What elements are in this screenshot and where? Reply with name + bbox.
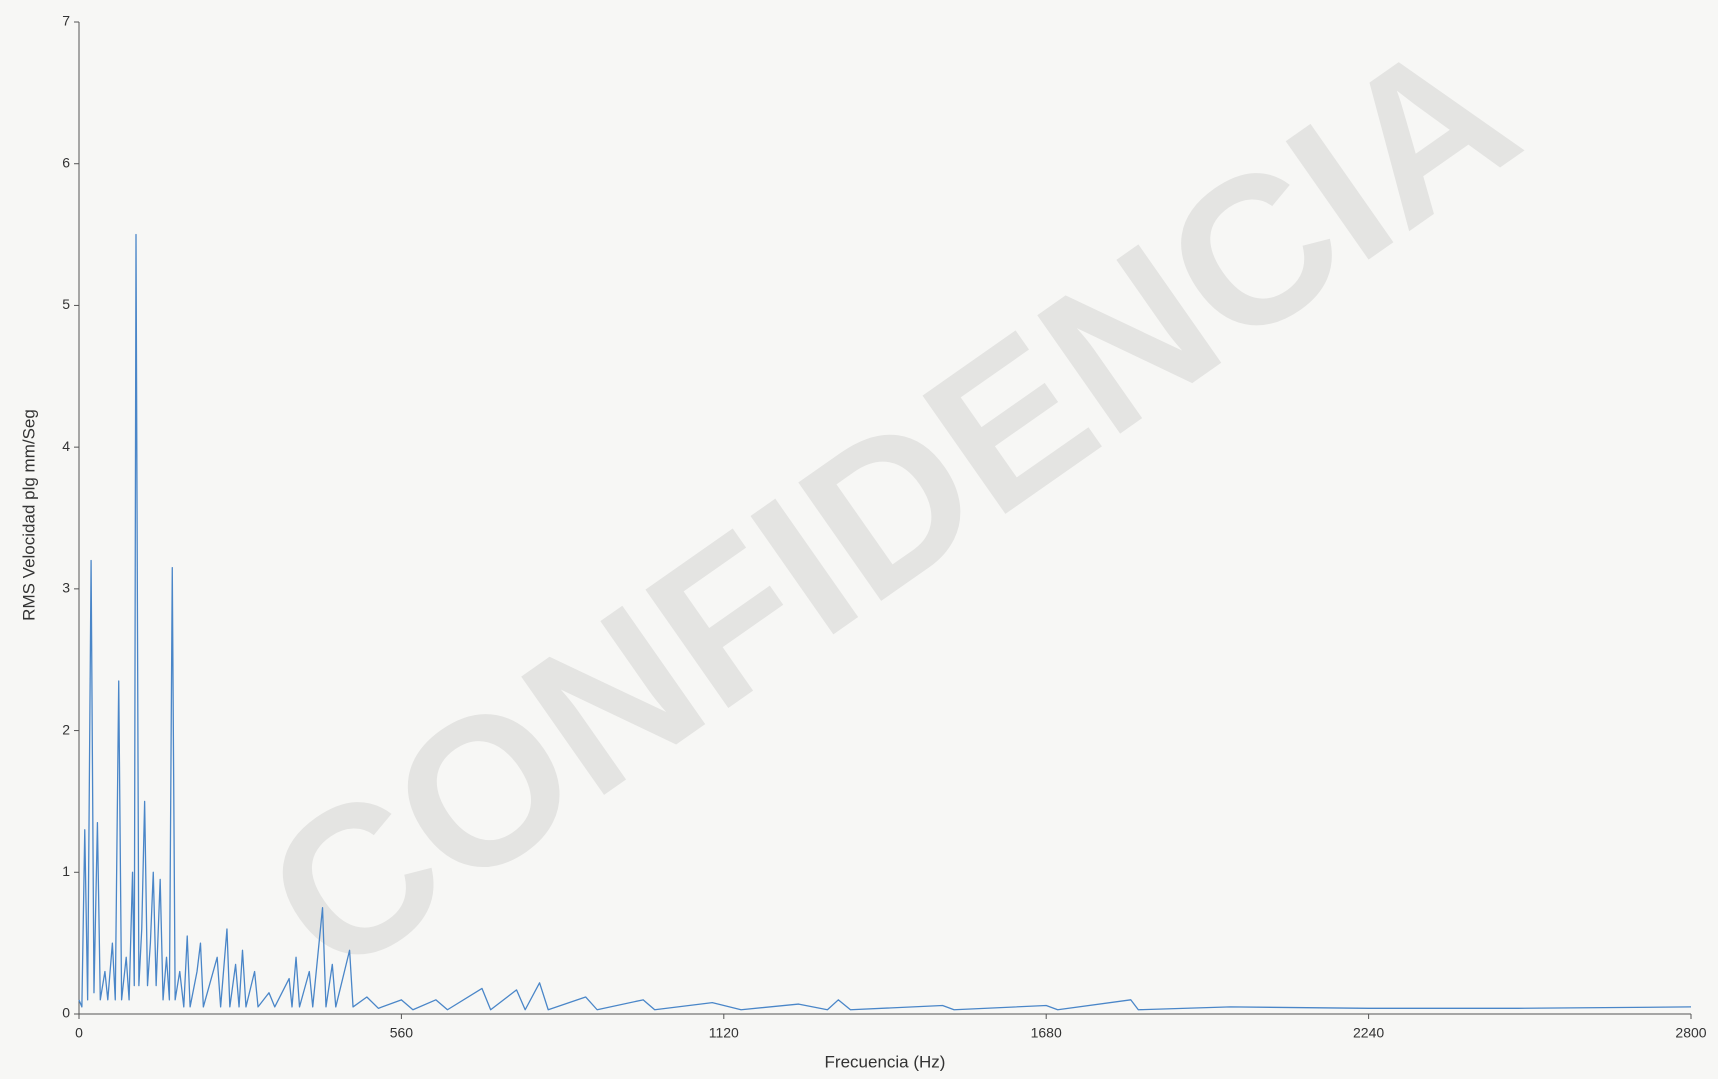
y-tick-label: 3	[62, 580, 70, 596]
y-tick-label: 7	[62, 13, 70, 29]
x-tick-label: 1120	[709, 1025, 739, 1041]
y-tick-label: 5	[62, 296, 70, 312]
y-tick-label: 2	[62, 721, 70, 737]
watermark: CONFIDENCIA	[226, 0, 1555, 1021]
y-axis-label: RMS Velocidad plg mm/Seg	[19, 409, 38, 621]
y-tick-label: 1	[62, 863, 70, 879]
x-tick-label: 2240	[1353, 1025, 1384, 1041]
y-tick-label: 0	[62, 1005, 70, 1021]
x-tick-label: 560	[390, 1025, 414, 1041]
x-tick-label: 2800	[1675, 1025, 1706, 1041]
spectrum-line	[78, 233, 1692, 1011]
x-axis-label: Frecuencia (Hz)	[825, 1052, 946, 1071]
x-tick-label: 0	[75, 1025, 83, 1041]
y-tick-label: 4	[62, 438, 70, 454]
x-tick-label: 1680	[1031, 1025, 1062, 1041]
y-tick-label: 6	[62, 154, 70, 170]
